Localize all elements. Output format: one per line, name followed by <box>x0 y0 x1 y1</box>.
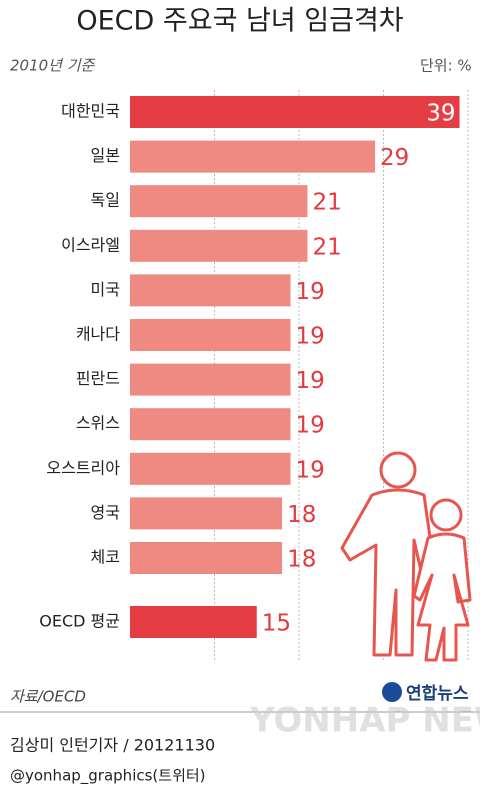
bar <box>130 542 283 574</box>
value-label: 39 <box>426 101 455 127</box>
bar <box>130 497 283 530</box>
bars: 대한민국 39 일본 29 독일 21 이스라엘 21 미국 19 캐나다 19 핀란드 19 스위스 19 오… <box>39 96 460 638</box>
value-label: 18 <box>287 547 316 573</box>
value-label: 19 <box>296 457 325 483</box>
y-tick-label: 이스라엘 <box>61 235 120 254</box>
chart-subtitle: 2010년 기준 <box>10 57 96 75</box>
value-label: 21 <box>312 234 341 260</box>
bar <box>130 606 257 638</box>
bar <box>130 185 308 218</box>
value-label: 29 <box>380 145 409 171</box>
y-tick-label: 핀란드 <box>76 369 120 388</box>
chart-title: OECD 주요국 남녀 임금격차 <box>76 6 403 37</box>
bar <box>130 274 291 307</box>
people-illustration <box>340 451 472 662</box>
bar <box>130 452 291 485</box>
value-label: 19 <box>296 324 325 350</box>
y-tick-label: 영국 <box>91 503 120 522</box>
twitter: @yonhap_graphics(트위터) <box>10 767 206 786</box>
credit: 김상미 인턴기자 / 20121130 <box>10 736 215 755</box>
bar <box>130 363 291 396</box>
y-tick-label: 오스트리아 <box>46 458 120 477</box>
value-label: 21 <box>312 190 341 216</box>
y-tick-label: 스위스 <box>76 414 120 433</box>
value-label: 18 <box>287 502 316 528</box>
y-tick-label: 독일 <box>91 191 120 210</box>
bar <box>130 229 308 262</box>
bar <box>130 319 291 351</box>
unit-label: 단위: % <box>420 57 472 75</box>
value-label: 15 <box>262 611 291 637</box>
y-tick-label: 체코 <box>91 548 120 567</box>
y-tick-label: 캐나다 <box>76 325 120 344</box>
value-label: 19 <box>296 413 325 439</box>
y-tick-label: 대한민국 <box>61 102 120 121</box>
value-label: 19 <box>296 279 325 305</box>
bar <box>130 140 376 173</box>
value-label: 19 <box>296 368 325 394</box>
y-tick-label: 일본 <box>91 146 120 165</box>
logo: 연합뉴스 <box>406 683 469 704</box>
bar <box>130 408 291 441</box>
y-tick-label: OECD 평균 <box>39 612 120 631</box>
logo-mark <box>382 682 402 702</box>
source: 자료/OECD <box>10 688 86 706</box>
watermark: YONHAP NEWS <box>249 701 480 741</box>
bar <box>130 96 460 128</box>
y-tick-label: 미국 <box>91 280 120 299</box>
